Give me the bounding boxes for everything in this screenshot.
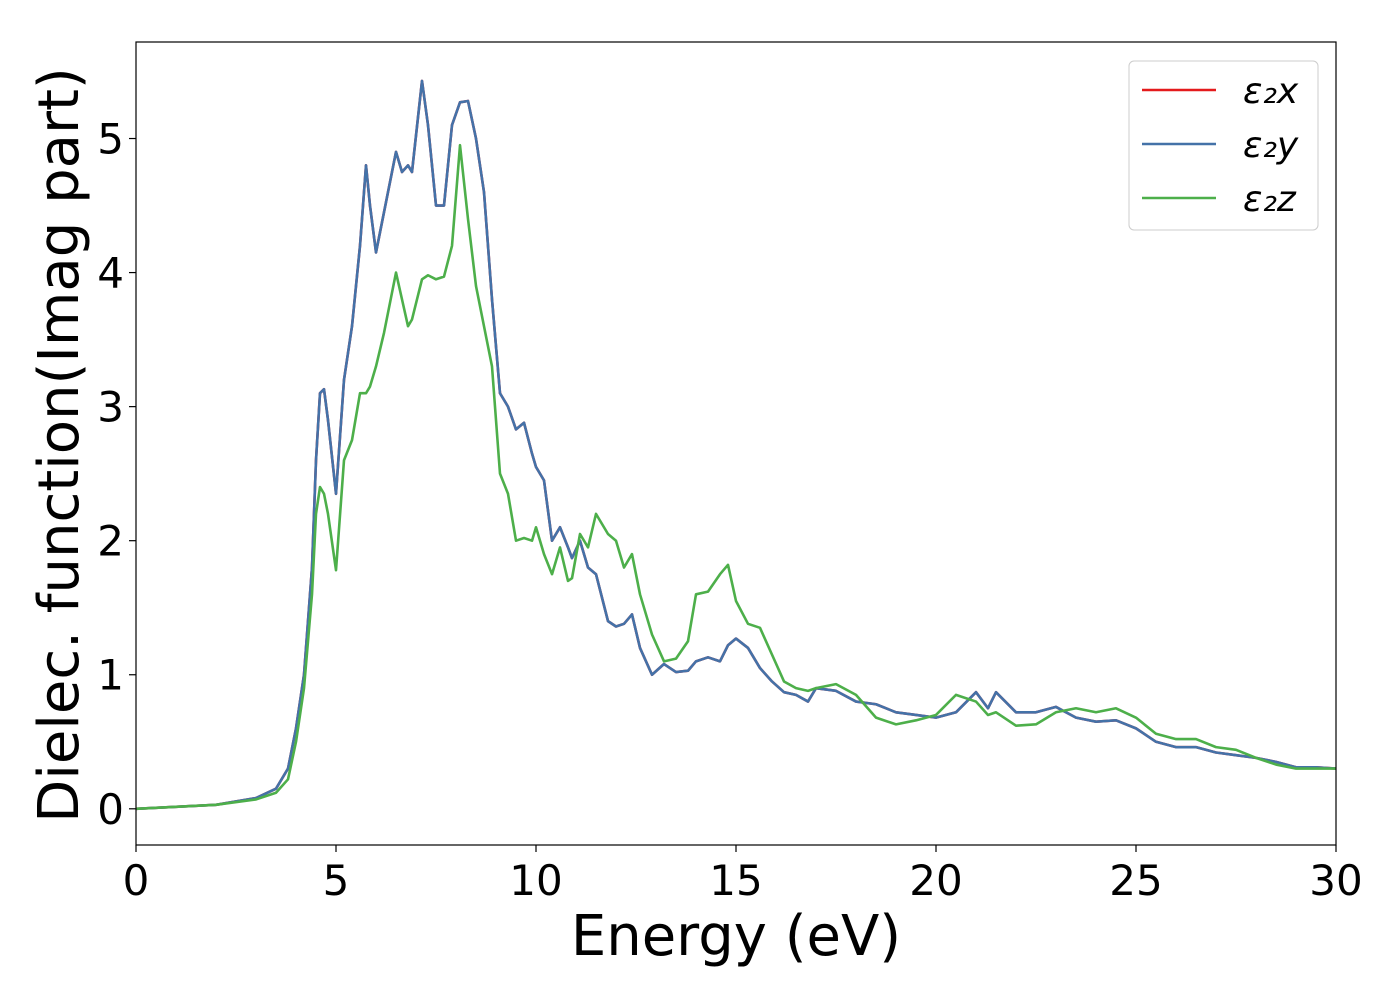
- y-axis-label: Dielec. function(Imag part): [27, 67, 92, 823]
- series-line: [135, 79, 1337, 811]
- series-line: [135, 143, 1336, 811]
- y-tick-label: 5: [97, 115, 124, 164]
- y-tick-label: 4: [97, 249, 124, 298]
- legend-label: ε₂z: [1243, 179, 1297, 220]
- y-tick-label: 3: [97, 383, 124, 432]
- x-axis-label: Energy (eV): [571, 904, 901, 969]
- x-tick-label: 5: [323, 856, 350, 905]
- y-tick-label: 2: [97, 517, 124, 566]
- x-tick-label: 30: [1309, 856, 1362, 905]
- legend-box: [1128, 60, 1319, 231]
- legend-label: ε₂x: [1243, 71, 1299, 112]
- x-tick-label: 10: [509, 856, 562, 905]
- x-tick-label: 20: [909, 856, 962, 905]
- y-tick-label: 1: [97, 651, 124, 700]
- x-tick-label: 25: [1109, 856, 1162, 905]
- plot-frame: [135, 41, 1337, 846]
- legend-label: ε₂y: [1243, 125, 1299, 166]
- y-tick-label: 0: [97, 785, 124, 834]
- x-tick-label: 15: [709, 856, 762, 905]
- legend: ε₂x ε₂y ε₂z: [1128, 60, 1319, 231]
- x-tick-label: 0: [123, 856, 150, 905]
